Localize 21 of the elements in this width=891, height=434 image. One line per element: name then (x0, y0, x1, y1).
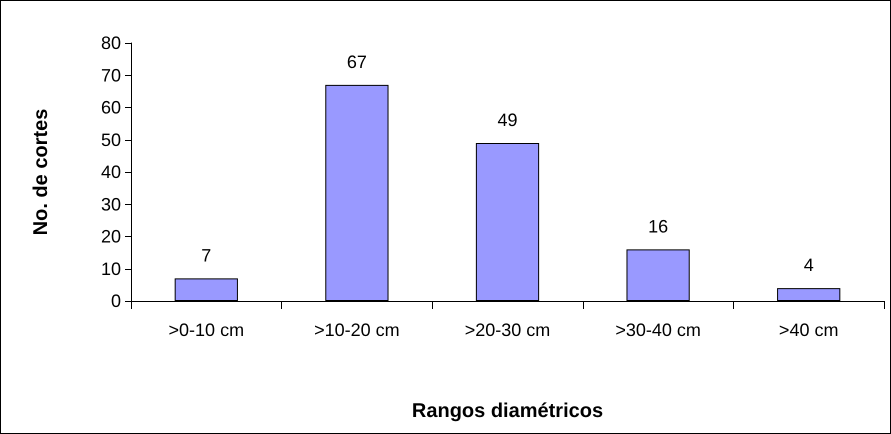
y-axis-title: No. de cortes (30, 108, 52, 236)
y-tick-label: 30 (100, 194, 121, 214)
y-tick-label: 20 (100, 226, 121, 246)
y-tick-label: 0 (110, 291, 121, 311)
y-tick-label: 10 (100, 258, 121, 279)
data-label: 7 (201, 245, 212, 266)
x-tick-label: >20-30 cm (464, 320, 550, 340)
data-label: 67 (346, 52, 367, 72)
y-tick-label: 50 (100, 130, 121, 150)
y-tick-label: 40 (100, 162, 121, 182)
x-axis-title: Rangos diamétricos (412, 400, 604, 422)
data-label: 4 (804, 255, 814, 276)
y-tick-label: 70 (100, 65, 121, 86)
y-tick-label: 60 (100, 98, 121, 118)
x-tick-label: >30-40 cm (615, 320, 701, 340)
x-tick-label: >10-20 cm (314, 320, 400, 340)
x-tick-label: >40 cm (778, 320, 838, 340)
y-tick-label: 80 (100, 33, 121, 53)
data-label: 16 (648, 216, 668, 236)
x-tick-label: >0-10 cm (168, 320, 244, 340)
data-label: 49 (497, 110, 518, 130)
